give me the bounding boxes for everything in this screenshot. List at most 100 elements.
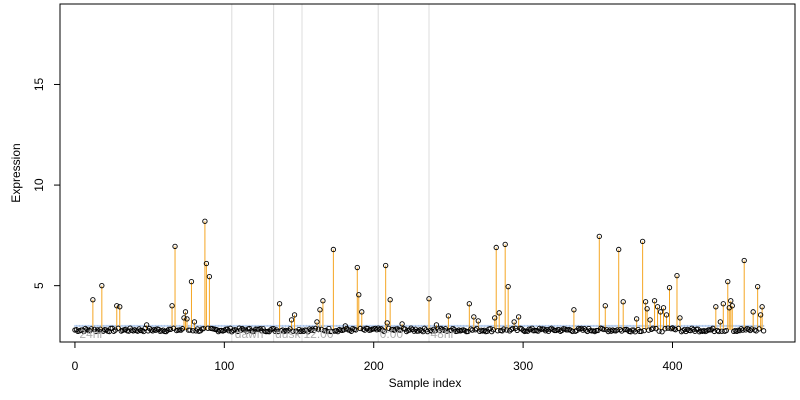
data-point — [399, 321, 405, 327]
data-point — [103, 327, 109, 333]
data-point — [136, 326, 142, 332]
data-point — [660, 305, 667, 311]
x-tick-label: 200 — [364, 359, 384, 373]
data-point — [357, 325, 363, 332]
condition-label: 24hr — [79, 327, 103, 341]
data-point — [143, 322, 150, 328]
data-point — [181, 315, 187, 321]
data-point — [755, 284, 761, 290]
data-point — [740, 327, 746, 333]
data-point — [620, 299, 626, 305]
data-point — [375, 325, 381, 331]
data-point — [602, 303, 608, 309]
data-point — [757, 312, 764, 318]
x-tick-label: 100 — [214, 359, 234, 373]
data-point — [605, 328, 611, 335]
y-tick-label: 10 — [32, 178, 46, 192]
data-point — [641, 327, 647, 334]
data-point — [272, 328, 278, 334]
data-point — [666, 285, 673, 291]
data-point — [502, 241, 508, 248]
data-point — [647, 317, 653, 323]
data-point — [330, 246, 337, 253]
plot-frame — [59, 3, 796, 343]
data-point — [115, 325, 121, 331]
data-point — [182, 309, 189, 315]
data-point — [653, 325, 659, 332]
data-point — [354, 264, 360, 271]
data-point — [717, 319, 723, 325]
condition-label: 48hr — [430, 327, 454, 341]
data-point — [662, 326, 668, 332]
data-point — [169, 303, 175, 309]
data-point — [88, 326, 95, 332]
data-point — [288, 317, 295, 323]
data-point — [167, 326, 174, 333]
data-point — [450, 325, 456, 332]
data-point — [314, 319, 320, 325]
data-point — [472, 327, 478, 333]
y-axis: 5 10 15 — [32, 77, 61, 289]
condition-dividers — [231, 4, 430, 342]
y-axis-title: Expression — [9, 143, 23, 202]
data-point — [760, 328, 767, 334]
data-point — [657, 309, 664, 315]
data-point — [380, 327, 386, 333]
data-point — [421, 325, 428, 331]
data-point — [663, 312, 670, 318]
data-point — [741, 257, 747, 264]
data-point — [596, 233, 602, 240]
data-point — [184, 316, 190, 322]
data-point — [756, 326, 762, 332]
data-point — [353, 327, 359, 333]
data-point — [725, 278, 731, 285]
data-point — [206, 273, 213, 280]
data-point — [317, 307, 323, 313]
data-point — [571, 307, 577, 313]
data-point — [659, 329, 665, 335]
data-point — [291, 312, 298, 318]
data-point — [619, 328, 625, 334]
data-point — [188, 278, 195, 285]
data-point — [728, 298, 734, 304]
condition-labels: 24hr dawn dusk 12:00 0:00 48hr — [79, 327, 454, 341]
data-point — [466, 301, 472, 307]
data-point — [674, 272, 680, 279]
data-point — [309, 326, 316, 332]
y-tick-label: 5 — [32, 282, 46, 289]
data-point — [178, 327, 184, 333]
data-point — [746, 326, 752, 332]
data-point — [149, 328, 156, 334]
data-point — [677, 315, 683, 321]
condition-label: 0:00 — [380, 327, 404, 341]
data-point — [515, 314, 522, 320]
data-point — [759, 304, 765, 310]
data-point — [616, 246, 622, 253]
data-point — [638, 328, 644, 335]
data-point — [114, 303, 120, 309]
data-point — [496, 310, 502, 316]
data-point — [505, 284, 511, 290]
data-point — [276, 301, 283, 307]
x-tick-label: 0 — [72, 359, 79, 373]
data-point — [633, 316, 640, 322]
data-point — [111, 328, 117, 334]
data-point — [492, 315, 498, 321]
data-point — [202, 218, 208, 224]
data-point — [487, 326, 493, 332]
data-point — [90, 297, 96, 303]
data-point — [359, 309, 365, 315]
data-point — [99, 283, 105, 289]
data-point — [734, 328, 740, 335]
data-point — [383, 262, 389, 269]
data-point — [510, 325, 516, 332]
data-point — [378, 326, 384, 332]
data-point — [518, 326, 525, 332]
data-point — [511, 319, 517, 325]
data-point — [541, 326, 547, 332]
x-tick-label: 400 — [662, 359, 682, 373]
data-point — [403, 328, 410, 335]
data-point — [172, 243, 178, 250]
data-point — [190, 328, 196, 334]
